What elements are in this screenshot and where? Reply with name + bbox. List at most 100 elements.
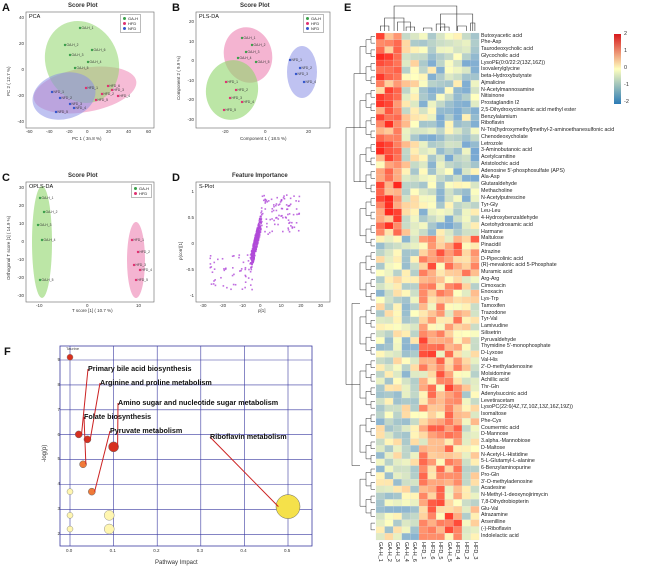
- heatmap-cell: [453, 445, 463, 453]
- splot-point: [258, 227, 260, 229]
- splot-point: [249, 254, 252, 256]
- heatmap-cell: [418, 323, 428, 331]
- heatmap-cell: [453, 431, 463, 439]
- panel-a-points: GA-H_1 GA-H_2 GA-H_3 GA-H_4GA-H_5 GA-H_6 NFD_…: [50, 26, 130, 114]
- heatmap-cell: [427, 66, 437, 74]
- score-point-label: NFD_2: [302, 66, 313, 70]
- score-point-label: GA-H_4: [240, 56, 252, 60]
- splot-point: [222, 285, 225, 287]
- heatmap-cell: [453, 323, 463, 331]
- splot-point: [251, 253, 253, 256]
- heatmap-cell: [436, 222, 445, 230]
- heatmap-cell: [375, 201, 385, 209]
- splot-point: [278, 214, 280, 217]
- heatmap-cell: [453, 377, 463, 385]
- heatmap-row-label: Taurodeoxycholic acid: [481, 46, 534, 53]
- tick-label: 20: [306, 129, 312, 134]
- heatmap-cell: [393, 215, 402, 223]
- heatmap-cell: [418, 127, 428, 135]
- heatmap-cell: [444, 161, 454, 169]
- panel-b-xlabel: Component 1 ( 18.5 %): [240, 136, 287, 141]
- heatmap-cell: [375, 141, 385, 148]
- heatmap-cell: [418, 404, 428, 412]
- heatmap-cell: [410, 134, 420, 142]
- score-point-label: HFD_4: [142, 268, 153, 272]
- heatmap-cell: [393, 80, 402, 88]
- heatmap-cell: [393, 283, 402, 290]
- pathway-arrow: [209, 436, 279, 507]
- heatmap-cell: [375, 283, 385, 290]
- heatmap-cell: [427, 222, 437, 230]
- panel-c-label: C: [2, 172, 10, 184]
- panel-b: B Score Plot GA-H_1 GA-H_2 GA-H_3 GA-H_4 GA-…: [170, 0, 335, 145]
- panel-a: A Score Plot GA-H_1 GA-H_2 GA-H_3 GA-H_4 GA-…: [0, 0, 160, 145]
- heatmap-cell: [410, 519, 420, 527]
- heatmap-cell: [436, 316, 445, 324]
- heatmap-cell: [418, 107, 428, 115]
- heatmap-cell: [410, 100, 420, 108]
- splot-point: [285, 204, 288, 206]
- score-point: [134, 278, 138, 282]
- heatmap-cell: [461, 32, 471, 40]
- heatmap-cell: [375, 431, 385, 439]
- heatmap-cell: [436, 215, 445, 223]
- heatmap-cell: [375, 492, 385, 500]
- pathway-label: Folate biosynthesis: [84, 412, 152, 421]
- splot-point: [275, 209, 278, 212]
- heatmap-cell: [436, 127, 445, 135]
- splot-point: [253, 238, 256, 241]
- heatmap-cell: [384, 533, 394, 541]
- score-point: [106, 84, 110, 88]
- splot-point: [223, 268, 225, 270]
- heatmap-cell: [401, 438, 411, 446]
- heatmap-cell: [453, 39, 463, 47]
- score-point: [86, 60, 90, 64]
- heatmap-cell: [444, 411, 454, 419]
- splot-point: [256, 246, 258, 248]
- heatmap-cell: [418, 134, 428, 142]
- heatmap-cell: [470, 526, 480, 534]
- splot-point: [257, 232, 259, 234]
- splot-point: [258, 222, 260, 225]
- heatmap-cell: [444, 39, 454, 47]
- heatmap-cell: [401, 100, 411, 108]
- score-point: [63, 43, 67, 47]
- heatmap-cell: [453, 364, 463, 372]
- heatmap-cell: [375, 269, 385, 277]
- heatmap-cell: [418, 235, 428, 243]
- splot-point: [280, 207, 283, 210]
- heatmap-cell: [418, 201, 428, 209]
- splot-point: [297, 200, 300, 203]
- heatmap-row-label: Atrazine: [481, 248, 501, 255]
- splot-point: [244, 266, 247, 269]
- heatmap-cell: [427, 127, 437, 135]
- heatmap-row-label: Thr-Gln: [481, 384, 499, 391]
- heatmap-cell: [375, 533, 385, 541]
- panel-b-plot: GA-H_1 GA-H_2 GA-H_3 GA-H_4 GA-H_5 NFD_1 NFD_2…: [195, 11, 331, 129]
- heatmap-cell: [418, 370, 428, 378]
- heatmap-cell: [453, 512, 463, 520]
- heatmap-cell: [470, 181, 480, 189]
- heatmap-cell: [410, 377, 420, 385]
- splot-point: [293, 226, 296, 229]
- heatmap-cell: [393, 479, 402, 486]
- heatmap-cell: [453, 235, 463, 243]
- splot-point: [251, 288, 253, 291]
- heatmap-cell: [444, 330, 454, 338]
- heatmap-cell: [410, 249, 420, 257]
- heatmap-cell: [375, 100, 385, 108]
- heatmap-cell: [384, 242, 394, 250]
- heatmap-cell: [410, 384, 420, 392]
- heatmap-cell: [470, 465, 480, 473]
- heatmap-cell: [461, 53, 471, 61]
- heatmap-row-label: Aristolochic acid: [481, 160, 520, 167]
- heatmap-cell: [384, 377, 394, 385]
- heatmap-cell: [384, 431, 394, 439]
- heatmap-cell: [401, 73, 411, 81]
- heatmap-cell: [453, 201, 463, 209]
- splot-point: [213, 280, 215, 282]
- heatmap-cell: [427, 73, 437, 81]
- heatmap-cell: [427, 53, 437, 61]
- heatmap-col-label: HFD_5: [437, 542, 444, 560]
- heatmap-cell: [453, 80, 463, 88]
